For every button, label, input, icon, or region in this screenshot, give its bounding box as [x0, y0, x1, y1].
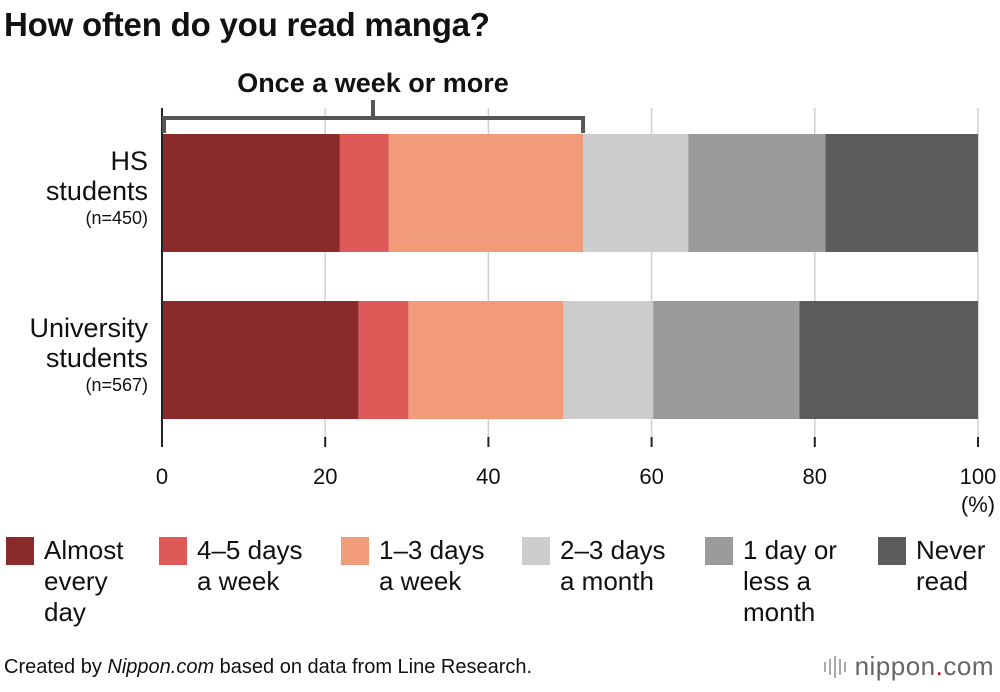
source-footer: Created by Nippon.com based on data from… — [4, 656, 532, 679]
x-tick-label-80: 80 — [803, 464, 827, 489]
legend-swatch-4 — [705, 537, 733, 565]
chart-area: 0 20 40 60 80 100 (%) Once a week or more — [156, 68, 997, 517]
category-label-line-0-0: HS — [110, 146, 148, 176]
bracket-once-a-week — [162, 116, 586, 133]
bar-segment-1-2[interactable] — [408, 301, 564, 419]
nippon-logo[interactable]: nippon. com — [823, 651, 994, 682]
bar-segment-0-4[interactable] — [688, 134, 826, 252]
legend-label-3: 2–3 days a month — [560, 535, 666, 596]
legend-item-4[interactable]: 1 day or less a month — [705, 535, 837, 628]
bar-segment-0-3[interactable] — [583, 134, 689, 252]
legend-swatch-5 — [878, 537, 906, 565]
legend-item-1[interactable]: 4–5 days a week — [159, 535, 303, 597]
x-tick-label-40: 40 — [476, 464, 500, 489]
category-label-0: HS students (n=450) — [46, 146, 148, 230]
x-axis-unit: (%) — [961, 492, 995, 517]
bar-segment-1-4[interactable] — [653, 301, 800, 419]
chart-title: How often do you read manga? — [4, 6, 490, 43]
category-sample-size-0: (n=450) — [85, 208, 148, 228]
legend-swatch-1 — [159, 537, 187, 565]
legend-swatch-0 — [6, 537, 34, 565]
legend-swatch-3 — [522, 537, 550, 565]
x-tick-label-20: 20 — [313, 464, 337, 489]
bar-segment-1-1[interactable] — [358, 301, 409, 419]
category-label-line-1-1: students — [45, 343, 148, 373]
legend-item-0[interactable]: Almost every day — [6, 535, 123, 628]
legend-label-0: Almost every day — [44, 535, 124, 627]
bar-segment-1-5[interactable] — [799, 301, 978, 419]
legend-swatch-2 — [341, 537, 369, 565]
footer-suffix: based on data from Line Research. — [214, 656, 533, 678]
category-sample-size-1: (n=567) — [85, 375, 148, 395]
bracket-label: Once a week or more — [237, 68, 509, 98]
x-tick-label-100: 100 — [960, 464, 997, 489]
logo-tld: com — [943, 651, 994, 681]
bar-segment-0-1[interactable] — [339, 134, 389, 252]
legend-label-2: 1–3 days a week — [379, 535, 485, 596]
footer-prefix: Created by — [4, 656, 108, 678]
legend-label-5: Never read — [916, 535, 986, 596]
category-label-line-0-1: students — [45, 176, 148, 206]
category-label-line-1-0: University — [29, 313, 148, 343]
bar-segment-0-0[interactable] — [162, 134, 340, 252]
brand-mark-icon — [823, 655, 846, 678]
logo-main: nippon — [854, 651, 936, 681]
legend-item-5[interactable]: Never read — [878, 535, 985, 597]
legend-label-1: 4–5 days a week — [197, 535, 303, 596]
footer-source: Nippon.com — [107, 656, 215, 678]
bar-segment-0-5[interactable] — [825, 134, 978, 252]
bar-segment-1-3[interactable] — [563, 301, 654, 419]
logo-dot: . — [935, 651, 944, 681]
category-label-1: University students (n=567) — [29, 313, 148, 397]
x-tick-label-0: 0 — [156, 464, 168, 489]
legend-label-4: 1 day or less a month — [743, 535, 837, 627]
legend-item-3[interactable]: 2–3 days a month — [522, 535, 666, 597]
bar-segment-0-2[interactable] — [388, 134, 584, 252]
x-tick-label-60: 60 — [639, 464, 663, 489]
legend-item-2[interactable]: 1–3 days a week — [341, 535, 485, 597]
bar-segment-1-0[interactable] — [162, 301, 359, 419]
